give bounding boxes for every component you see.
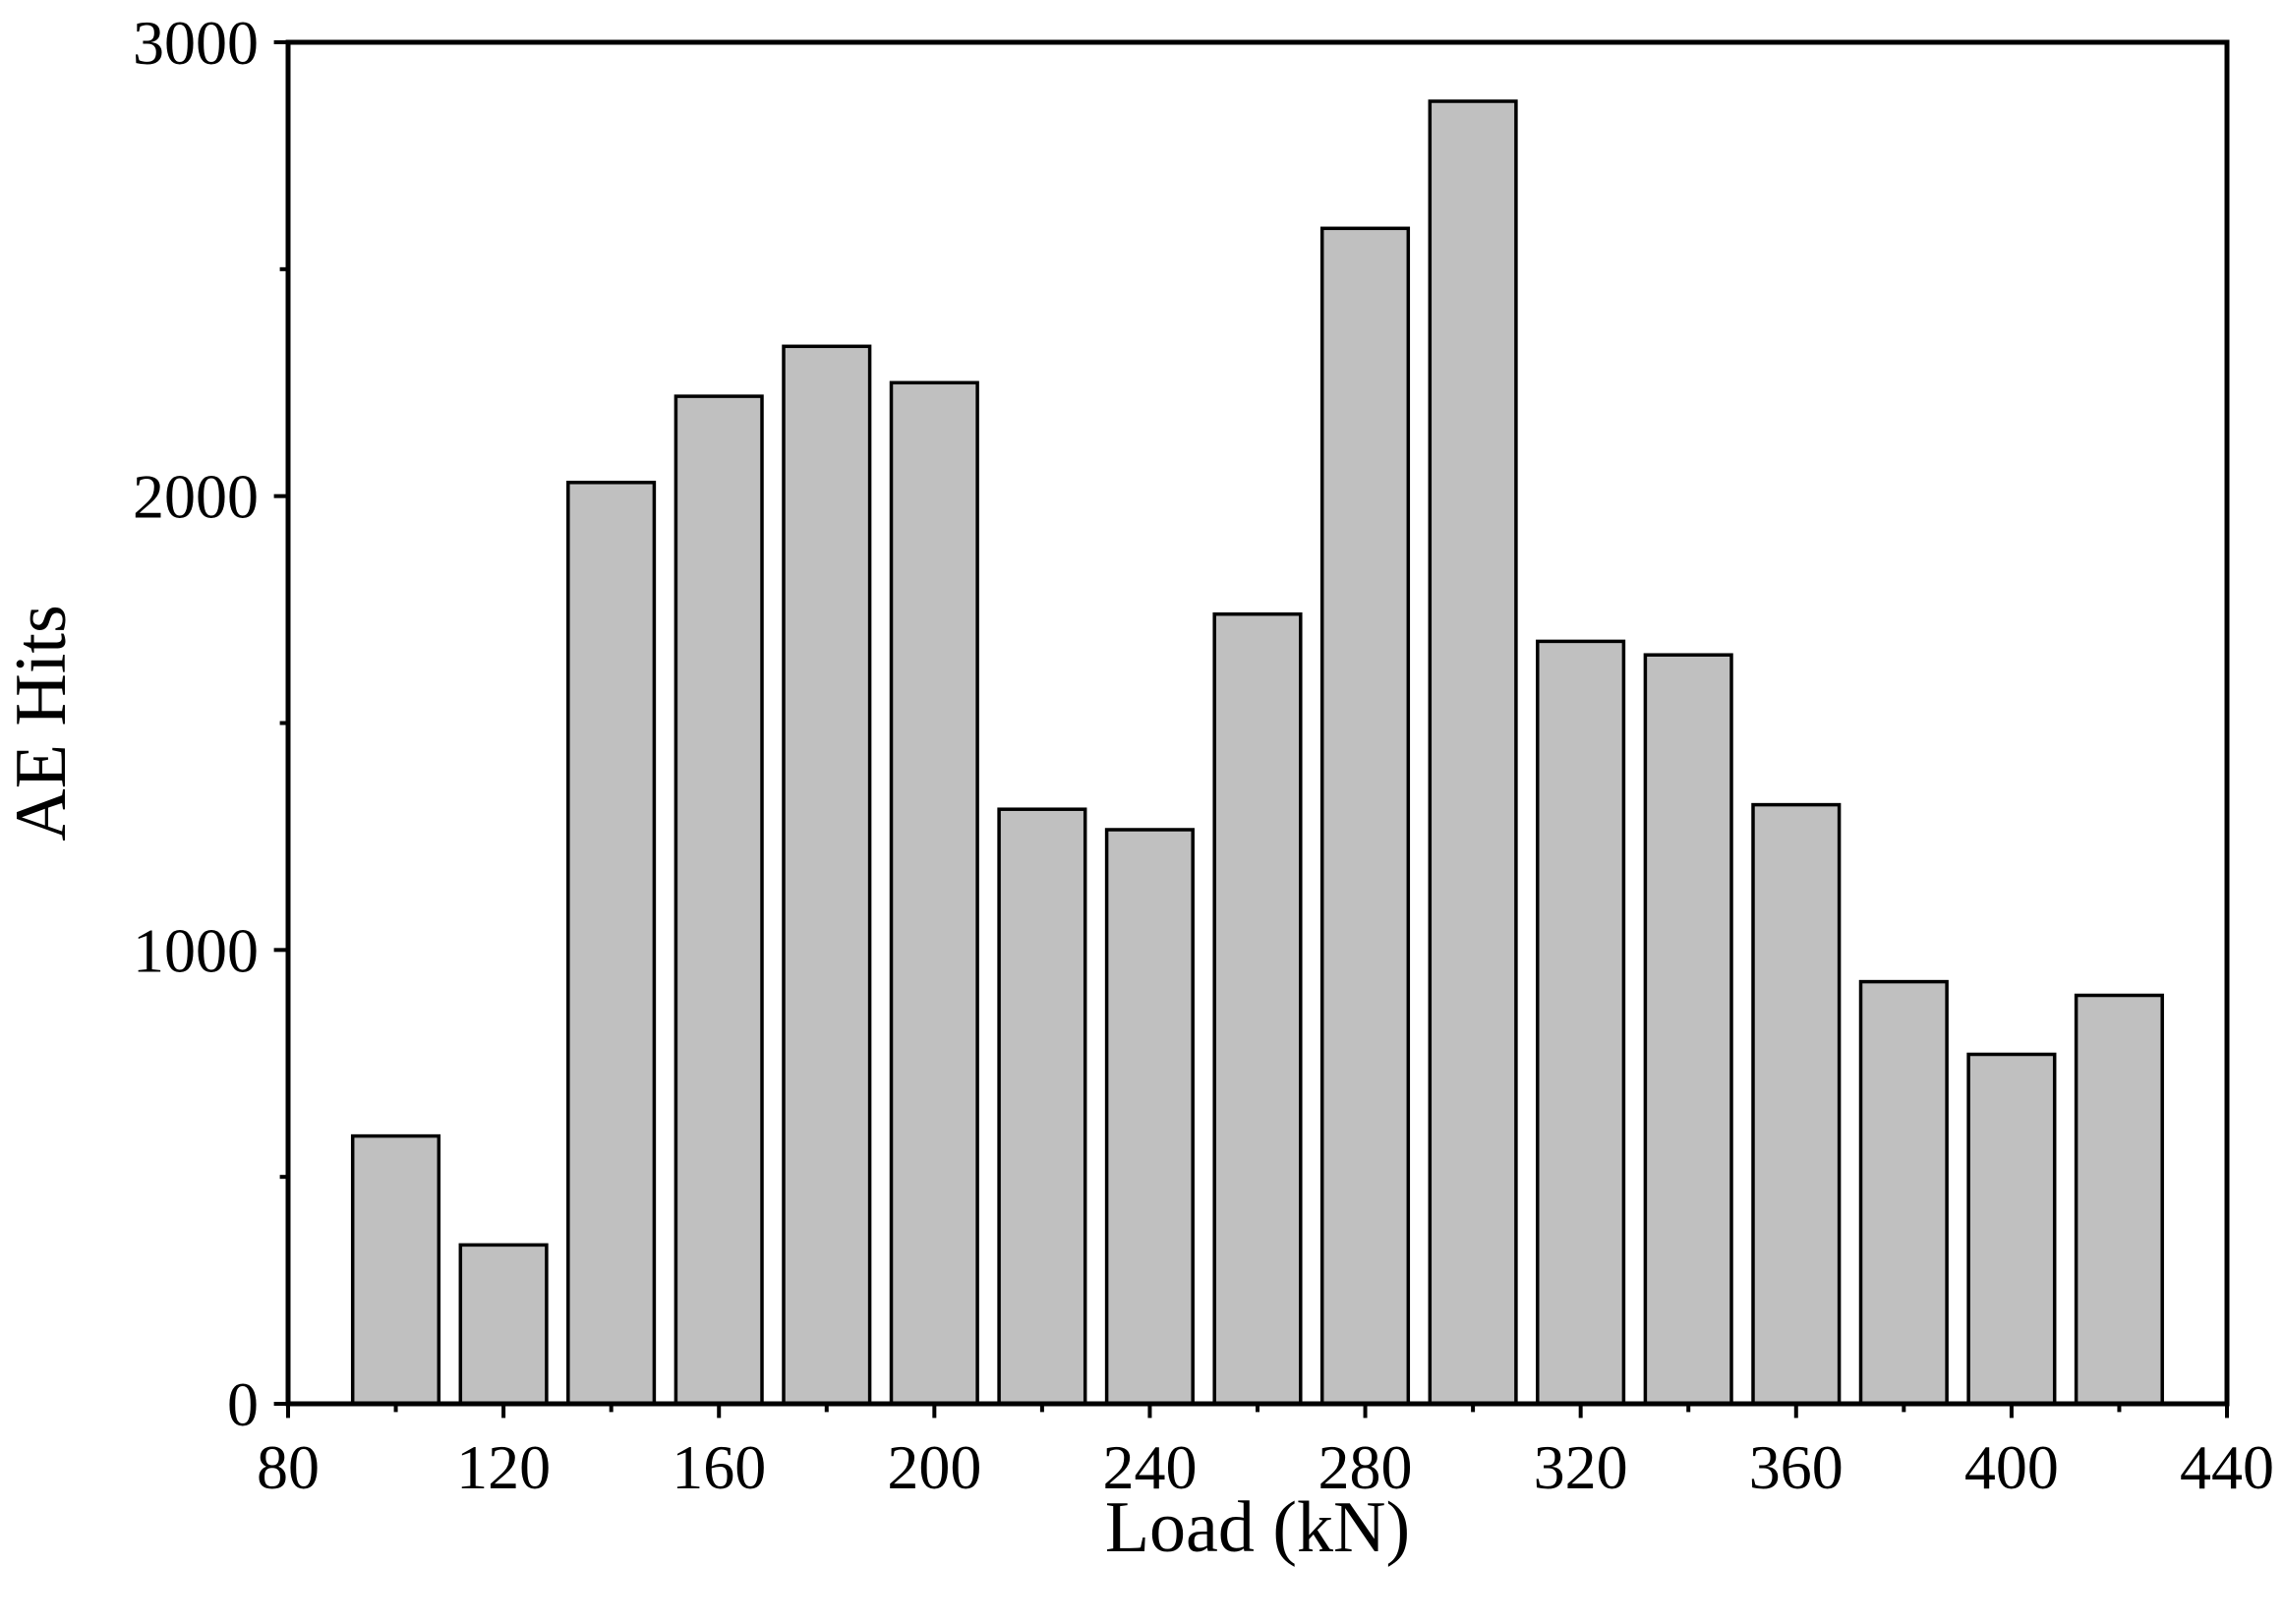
bar bbox=[673, 394, 764, 1406]
x-tick-label: 160 bbox=[672, 1432, 766, 1502]
bar bbox=[2074, 993, 2164, 1406]
x-tick-label: 240 bbox=[1102, 1432, 1197, 1502]
bar bbox=[1104, 828, 1195, 1406]
bar bbox=[1536, 639, 1626, 1406]
bar bbox=[458, 1243, 549, 1406]
bar bbox=[350, 1133, 441, 1406]
tick-labels-group: 80 120 160 200 240 280 320 360 400 440 0 1000 2000 30… bbox=[133, 8, 2274, 1502]
bar bbox=[1428, 99, 1518, 1406]
bar bbox=[1319, 226, 1411, 1406]
x-tick-label: 440 bbox=[2180, 1432, 2274, 1502]
bar bbox=[1643, 653, 1733, 1406]
x-tick-label: 80 bbox=[257, 1432, 320, 1502]
x-tick-label: 200 bbox=[887, 1432, 981, 1502]
bar bbox=[1751, 802, 1842, 1406]
y-axis-title: AE Hits bbox=[1, 605, 82, 841]
y-tick-label: 0 bbox=[227, 1369, 259, 1439]
bar bbox=[1858, 979, 1949, 1406]
bar bbox=[782, 344, 872, 1406]
plot-frame bbox=[285, 39, 2230, 1407]
x-tick-label: 400 bbox=[1964, 1432, 2059, 1502]
bars-group bbox=[350, 99, 2164, 1406]
bar bbox=[889, 380, 979, 1406]
y-tick-label: 2000 bbox=[133, 462, 259, 532]
y-tick-label: 3000 bbox=[133, 8, 259, 78]
y-tick-label: 1000 bbox=[133, 915, 259, 985]
x-axis-title: Load (kN) bbox=[1105, 1487, 1410, 1568]
x-tick-label: 120 bbox=[456, 1432, 551, 1502]
bar bbox=[566, 481, 657, 1406]
bar bbox=[997, 807, 1087, 1406]
x-tick-label: 320 bbox=[1534, 1432, 1628, 1502]
x-tick-label: 360 bbox=[1749, 1432, 1844, 1502]
bar bbox=[1966, 1052, 2057, 1406]
bar bbox=[1212, 611, 1303, 1406]
x-tick-label: 280 bbox=[1318, 1432, 1413, 1502]
